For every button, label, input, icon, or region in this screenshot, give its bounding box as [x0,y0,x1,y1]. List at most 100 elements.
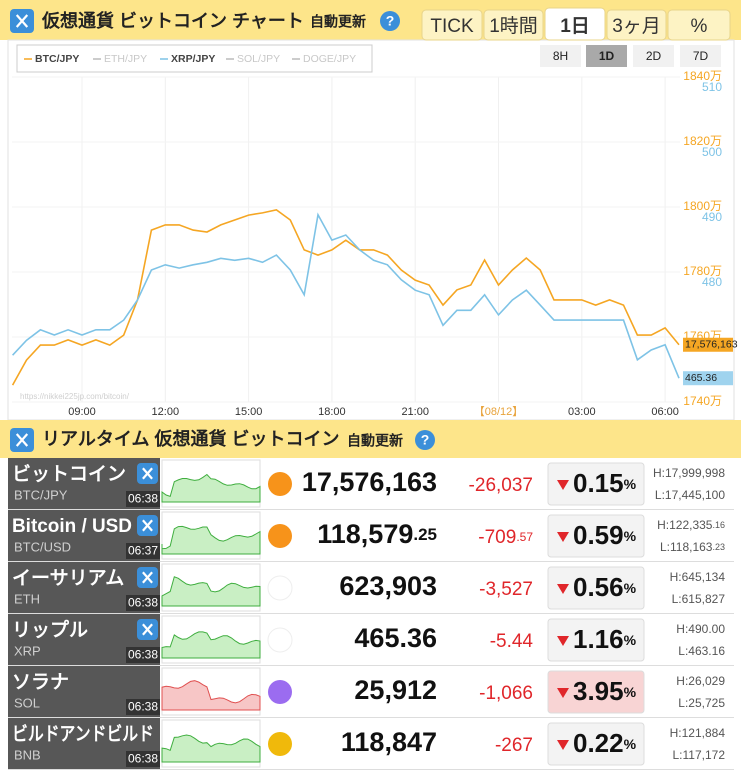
price: 118,847 [341,727,437,757]
high: H:121,884 [670,726,726,740]
low: L:463.16 [678,644,725,658]
change-main: -267 [495,735,533,756]
coin-name[interactable]: Bitcoin / USD [12,516,132,537]
x-badge-glyph [142,467,153,480]
x-tick-label: 09:00 [68,406,96,418]
sparkline [161,576,261,607]
coin-name[interactable]: ソラナ [12,672,69,693]
down-arrow [557,740,569,750]
pct-box [547,566,645,610]
update-time: 06:38 [128,700,158,714]
header-bar-2 [0,420,741,458]
coin-name[interactable]: イーサリアム [12,568,124,589]
pct-box [547,514,645,558]
series-line [11,209,680,386]
change: -3,527 [479,579,533,600]
pct-sign: % [624,684,637,700]
x-tick-label: 【08/12】 [474,405,524,418]
down-arrow [557,532,569,542]
range-button[interactable] [540,45,581,67]
price: 17,576,163 [302,467,437,497]
high-main: H:121,884 [670,726,726,740]
price-main: 118,579 [317,519,413,549]
range-label: 2D [646,49,662,63]
x-tick-label: 18:00 [318,406,346,418]
x-badge-glyph [142,623,153,636]
update-time: 06:37 [128,544,158,558]
change-main: -3,527 [479,579,533,600]
coin-code: ETH [14,591,40,606]
legend-label[interactable]: ETH/JPY [104,53,147,65]
range-label: 8H [553,49,568,63]
y-tick-label: 1740万 [683,394,722,408]
change-main: -26,037 [469,475,533,496]
range-button[interactable] [586,45,627,67]
legend-label[interactable]: XRP/JPY [171,53,215,65]
pct-box [547,462,645,506]
low-main: L:463.16 [678,644,725,658]
coin-name[interactable]: ビルドアンドビルド [12,723,154,745]
range-button[interactable] [633,45,674,67]
pct-box [547,722,645,766]
tab[interactable] [544,7,606,41]
change: -5.44 [490,631,534,652]
price-main: 623,903 [339,571,437,601]
change-main: -5.44 [490,631,534,652]
range-button[interactable] [680,45,721,67]
pct-sign: % [624,580,637,596]
x-tick-label: 06:00 [651,406,679,418]
x-badge-glyph [15,433,29,447]
x-tick-label: 15:00 [235,406,263,418]
y-tick-label: 1840万 [683,69,722,83]
high-main: H:645,134 [670,570,726,584]
legend-label[interactable]: DOGE/JPY [303,53,356,65]
tab[interactable] [483,9,544,41]
coin-code: XRP [14,643,41,658]
help-icon[interactable] [415,430,435,450]
tab[interactable] [606,9,667,41]
low-main: L:118,163 [660,540,713,554]
change-decimal: .57 [516,530,533,544]
tab[interactable] [667,9,731,41]
coin-name[interactable]: ビットコイン [12,463,126,485]
time-box [126,491,160,507]
help-text: ? [421,432,430,448]
high-main: H:17,999,998 [653,466,725,480]
low-main: L:117,172 [673,748,726,762]
y-tick-label: 1780万 [683,264,722,278]
pct-value: 0.56 [573,572,624,602]
down-arrow [557,636,569,646]
low-main: L:25,725 [678,696,725,710]
x-badge-glyph [142,519,153,532]
down-arrow [557,688,569,698]
coin-icon [268,732,292,756]
legend-label[interactable]: SOL/JPY [237,53,280,65]
low: L:615,827 [672,592,726,606]
pct: 0.56% [573,572,637,602]
pct-value: 0.15 [573,468,624,498]
sparkline [161,473,261,503]
y2-tick-label: 480 [702,275,722,289]
last-value-box [683,371,733,386]
pct-value: 0.59 [573,520,624,550]
high-main: H:490.00 [676,622,725,636]
coin-name[interactable]: リップル [12,618,88,641]
pct-value: 0.22 [573,728,624,758]
legend-label[interactable]: BTC/JPY [35,53,79,65]
time-box [126,699,160,715]
tab[interactable] [421,9,483,41]
change: -709.57 [478,527,533,548]
low-main: L:615,827 [672,592,726,606]
auto-update: 自動更新 [310,14,366,30]
time-box [126,543,160,559]
help-icon[interactable] [380,11,400,31]
x-tick-label: 03:00 [568,406,596,418]
coin-code: BTC/JPY [14,487,68,502]
high: H:26,029 [676,674,725,688]
pct: 1.16% [573,624,637,654]
pct-box [547,670,645,714]
coin-icon [267,575,293,601]
chart-panel [7,39,735,421]
auto-update: 自動更新 [347,433,403,449]
watermark: https://nikkei225jp.com/bitcoin/ [20,392,130,401]
